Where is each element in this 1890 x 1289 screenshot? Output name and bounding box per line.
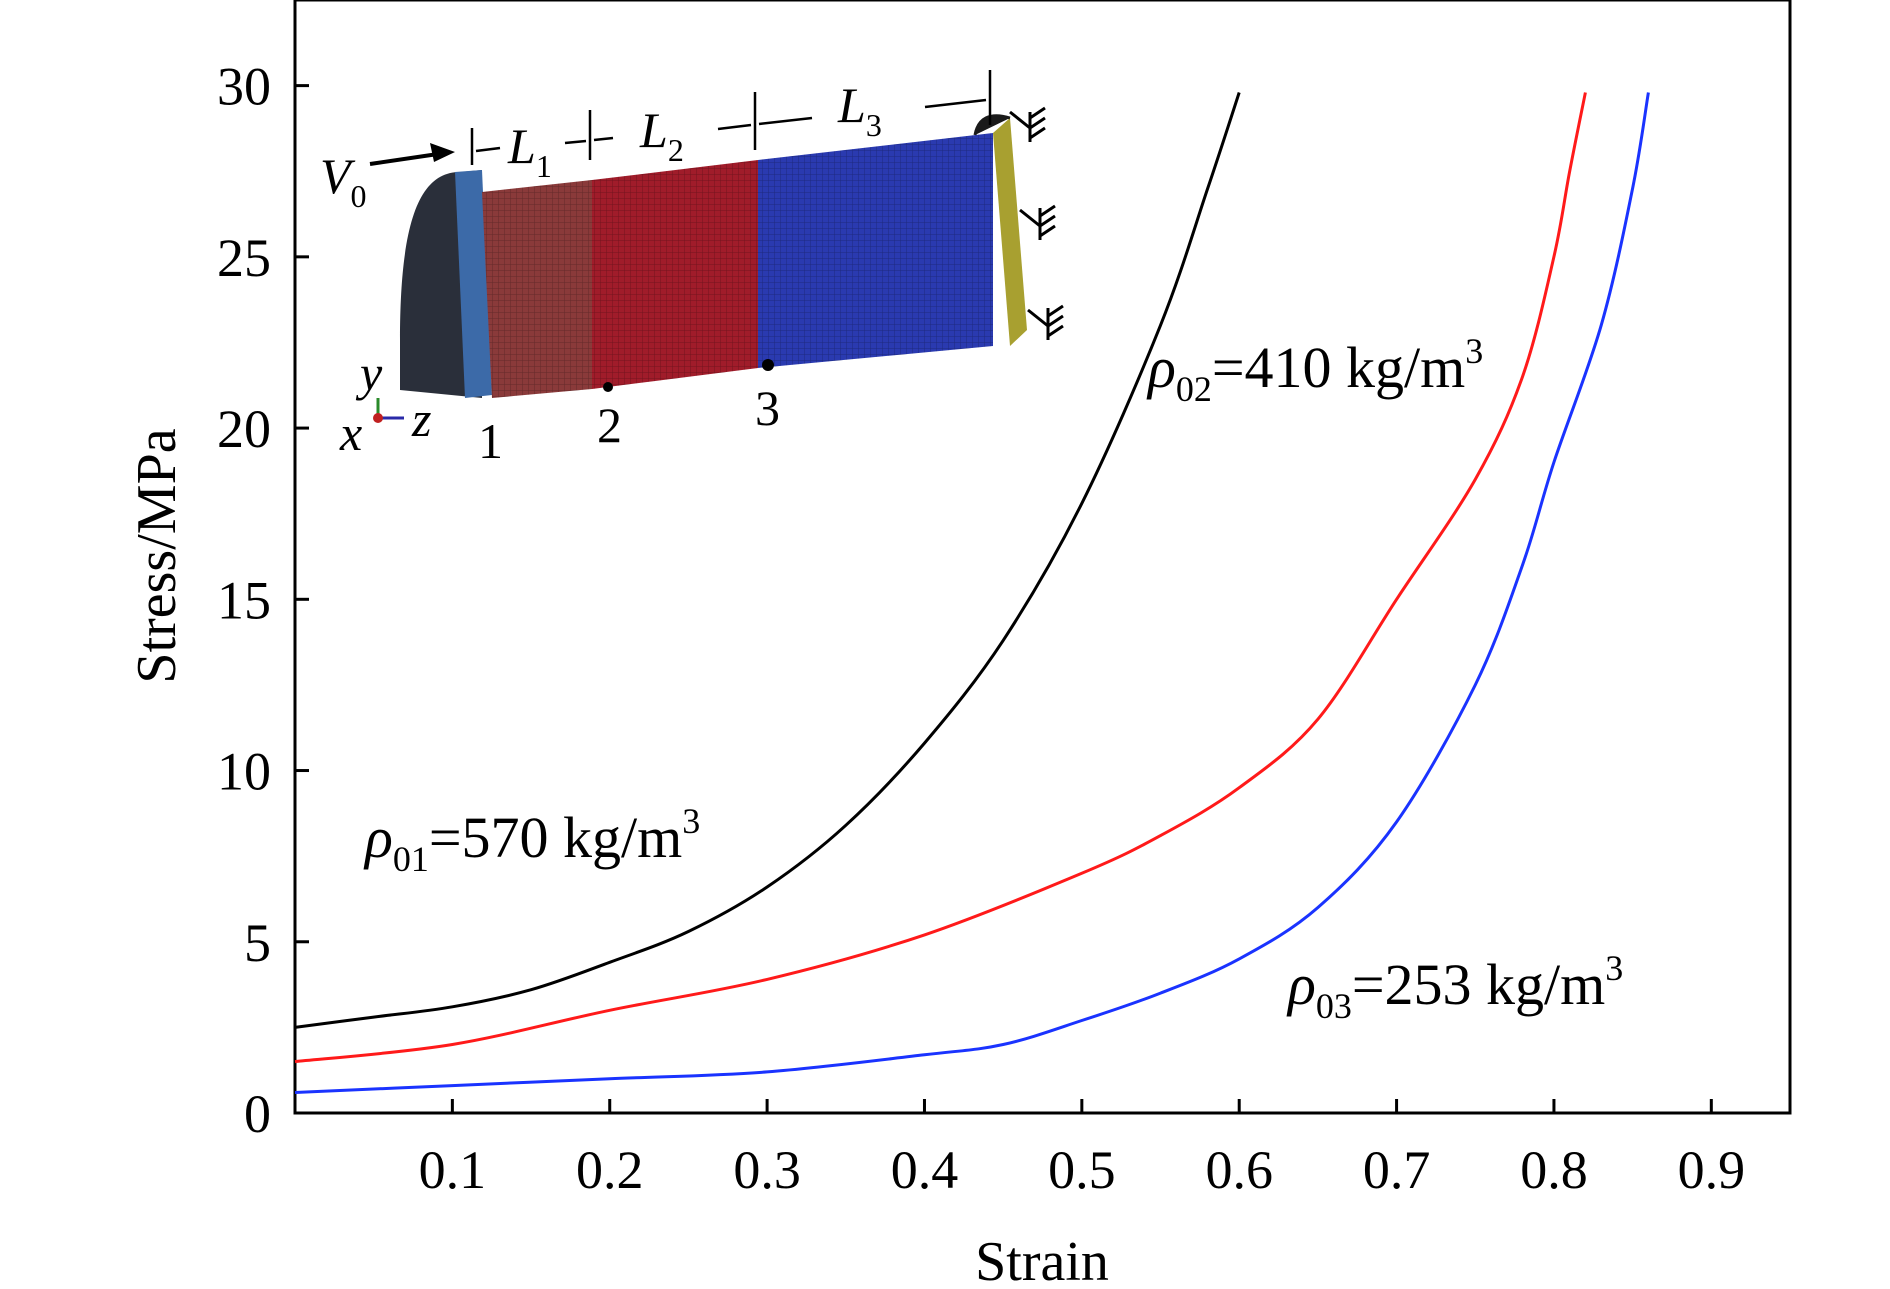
plot-frame: [293, 0, 1792, 1115]
y-axis-title: Stress/MPa: [126, 428, 188, 683]
label-l2: L2: [639, 102, 684, 168]
measurement-point-2-marker: [603, 382, 613, 392]
front-face: [455, 170, 492, 398]
label-l1: L1: [507, 118, 552, 184]
label-axis-z: z: [411, 391, 431, 447]
end-cap: [973, 114, 1011, 136]
label-axis-x: x: [339, 405, 362, 461]
y-tick-label: 0: [244, 1084, 271, 1144]
y-tick-label: 30: [217, 57, 271, 117]
coordinate-axes-icon: [373, 398, 404, 423]
velocity-arrow-icon: [369, 143, 455, 166]
y-axis-ticks: 0 5 10 15 20 25 30: [217, 57, 309, 1144]
x-tick-label: 0.4: [891, 1140, 959, 1200]
y-tick-label: 15: [217, 570, 271, 630]
label-point-2: 2: [597, 397, 622, 453]
mesh-overlay: [482, 133, 993, 398]
x-tick-label: 0.8: [1520, 1140, 1588, 1200]
y-tick-label: 10: [217, 742, 271, 802]
annotation-rho01: ρ01=570 kg/m3: [363, 801, 700, 879]
label-point-3: 3: [755, 380, 780, 436]
inset-fe-model: V0 L1 L2 L3 1 2 3 y x z: [320, 70, 1064, 469]
dimension-lines: [470, 70, 992, 165]
x-tick-label: 0.7: [1363, 1140, 1431, 1200]
y-tick-label: 20: [217, 399, 271, 459]
support-plate: [993, 118, 1027, 346]
series-line-1: [294, 92, 1241, 1029]
label-l3: L3: [837, 77, 882, 143]
x-axis-ticks: 0.1 0.2 0.3 0.4 0.5 0.6 0.7 0.8 0.9: [419, 1099, 1745, 1200]
label-v0: V0: [320, 148, 367, 214]
x-axis-title: Strain: [975, 1231, 1109, 1289]
annotation-rho03: ρ03=253 kg/m3: [1286, 948, 1623, 1026]
label-point-1: 1: [478, 413, 503, 469]
x-tick-label: 0.2: [576, 1140, 644, 1200]
x-tick-label: 0.5: [1048, 1140, 1116, 1200]
x-tick-label: 0.6: [1205, 1140, 1273, 1200]
series-line-2: [294, 92, 1587, 1064]
y-tick-label: 5: [244, 913, 271, 973]
x-tick-label: 0.3: [733, 1140, 801, 1200]
series-line-3: [294, 92, 1650, 1094]
x-tick-label: 0.1: [419, 1140, 487, 1200]
measurement-point-3-marker: [762, 359, 774, 371]
x-tick-label: 0.9: [1678, 1140, 1746, 1200]
fixed-support-icon: [1009, 106, 1064, 340]
series-layer: [294, 92, 1650, 1094]
y-tick-label: 25: [217, 228, 271, 288]
annotation-rho02: ρ02=410 kg/m3: [1146, 331, 1483, 409]
label-axis-y: y: [355, 345, 383, 401]
